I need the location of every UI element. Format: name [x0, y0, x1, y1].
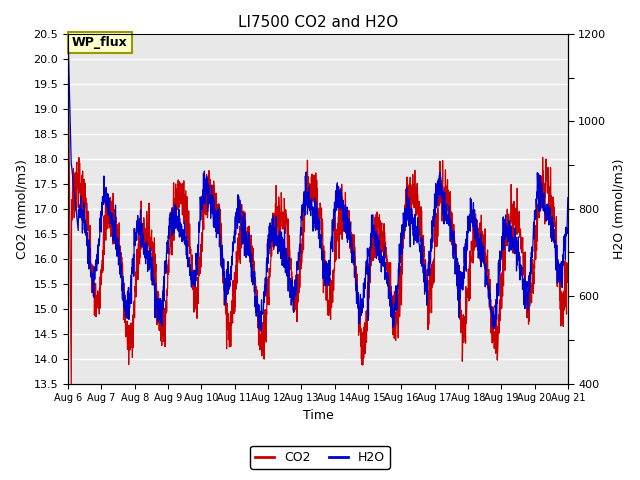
X-axis label: Time: Time	[303, 409, 333, 422]
H2O	[520, 290, 528, 296]
CO2	[64, 31, 72, 37]
CO2	[564, 279, 572, 285]
H2O	[64, 31, 72, 37]
H2O	[343, 204, 351, 210]
H2O	[257, 328, 265, 334]
H2O	[534, 184, 541, 190]
Y-axis label: CO2 (mmol/m3): CO2 (mmol/m3)	[15, 159, 28, 259]
CO2	[520, 256, 528, 262]
H2O	[332, 197, 340, 203]
Line: H2O: H2O	[68, 34, 568, 331]
CO2	[463, 304, 471, 310]
CO2	[204, 213, 211, 218]
Text: WP_flux: WP_flux	[72, 36, 128, 49]
Line: CO2: CO2	[68, 34, 568, 384]
Title: LI7500 CO2 and H2O: LI7500 CO2 and H2O	[238, 15, 398, 30]
CO2	[332, 244, 340, 250]
Y-axis label: H2O (mmol/m3): H2O (mmol/m3)	[612, 158, 625, 259]
Legend: CO2, H2O: CO2, H2O	[250, 446, 390, 469]
CO2	[67, 381, 75, 386]
CO2	[534, 206, 541, 212]
H2O	[564, 195, 572, 201]
H2O	[204, 176, 211, 181]
H2O	[463, 228, 471, 234]
CO2	[343, 216, 351, 222]
